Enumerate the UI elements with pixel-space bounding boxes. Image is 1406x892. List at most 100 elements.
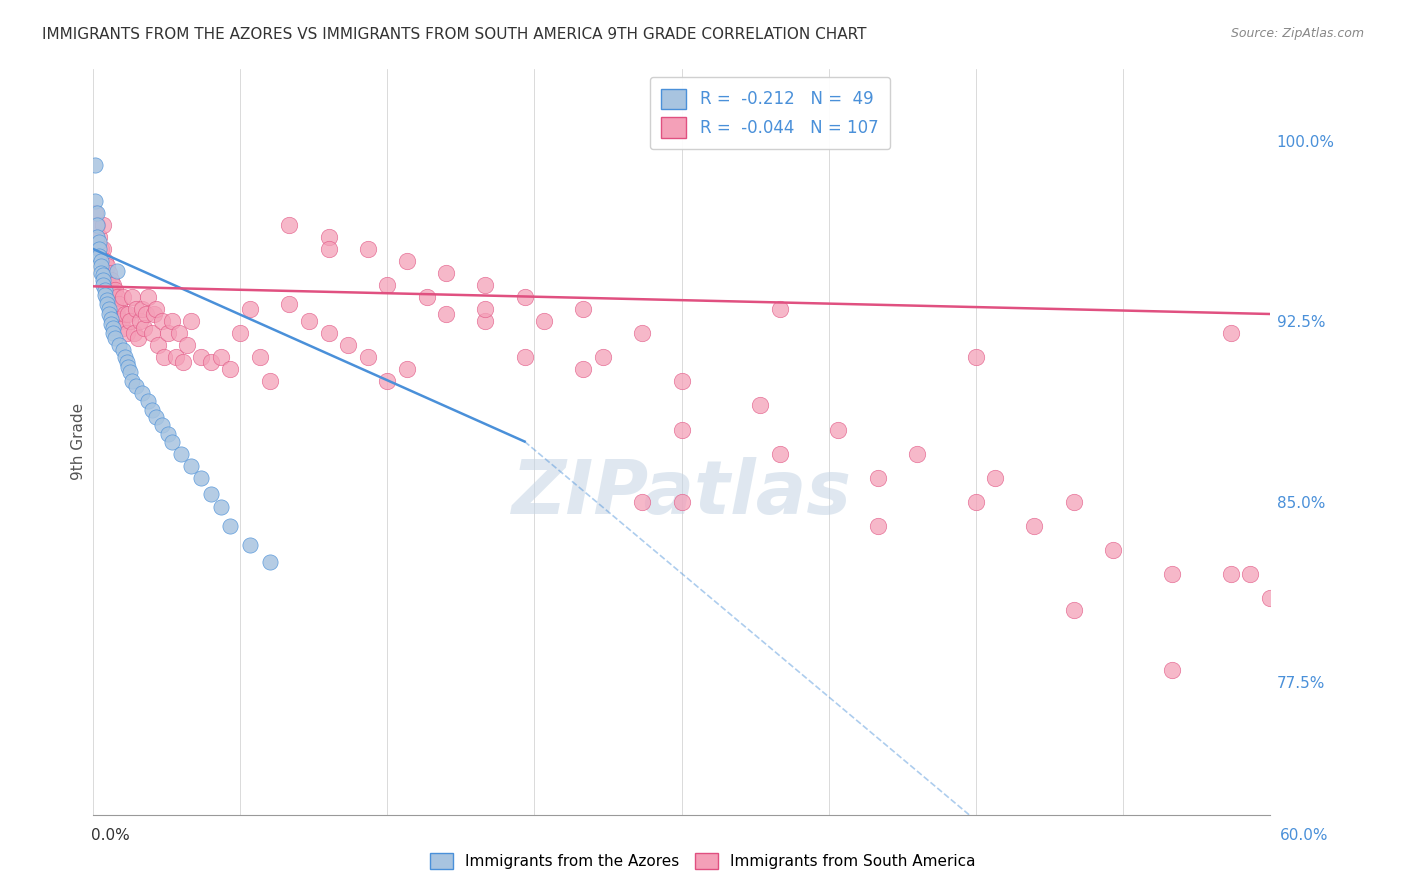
- Point: [395, 362, 418, 376]
- Point: [97, 307, 120, 321]
- Point: [513, 351, 536, 365]
- Point: [97, 266, 120, 280]
- Point: [1063, 494, 1085, 508]
- Point: [160, 434, 183, 449]
- Point: [115, 326, 138, 341]
- Point: [1024, 518, 1046, 533]
- Legend: Immigrants from the Azores, Immigrants from South America: Immigrants from the Azores, Immigrants f…: [425, 847, 981, 875]
- Point: [114, 351, 136, 365]
- Point: [375, 375, 398, 389]
- Point: [136, 290, 159, 304]
- Point: [101, 278, 124, 293]
- Text: 0.0%: 0.0%: [91, 828, 131, 843]
- Point: [141, 326, 163, 341]
- Point: [474, 278, 496, 293]
- Point: [110, 314, 132, 328]
- Point: [131, 386, 153, 401]
- Text: IMMIGRANTS FROM THE AZORES VS IMMIGRANTS FROM SOUTH AMERICA 9TH GRADE CORRELATIO: IMMIGRANTS FROM THE AZORES VS IMMIGRANTS…: [42, 27, 866, 42]
- Point: [748, 399, 770, 413]
- Point: [572, 302, 595, 317]
- Point: [87, 242, 110, 256]
- Point: [671, 423, 693, 437]
- Text: Source: ZipAtlas.com: Source: ZipAtlas.com: [1230, 27, 1364, 40]
- Point: [87, 230, 110, 244]
- Point: [135, 307, 157, 321]
- Point: [107, 338, 129, 352]
- Point: [91, 273, 114, 287]
- Point: [318, 230, 340, 244]
- Point: [150, 314, 173, 328]
- Point: [94, 266, 117, 280]
- Point: [474, 314, 496, 328]
- Point: [209, 500, 232, 514]
- Point: [337, 338, 360, 352]
- Point: [86, 230, 108, 244]
- Point: [125, 302, 148, 317]
- Text: ZIPatlas: ZIPatlas: [512, 458, 852, 530]
- Point: [100, 311, 122, 326]
- Point: [180, 314, 202, 328]
- Point: [91, 278, 114, 293]
- Point: [117, 307, 139, 321]
- Point: [86, 206, 108, 220]
- Y-axis label: 9th Grade: 9th Grade: [72, 403, 86, 480]
- Point: [160, 314, 183, 328]
- Point: [100, 317, 122, 331]
- Point: [90, 254, 112, 268]
- Point: [965, 351, 987, 365]
- Point: [1102, 542, 1125, 557]
- Point: [357, 351, 380, 365]
- Point: [434, 266, 457, 280]
- Point: [87, 249, 110, 263]
- Point: [156, 427, 179, 442]
- Point: [131, 302, 153, 317]
- Point: [671, 494, 693, 508]
- Point: [84, 158, 107, 172]
- Point: [143, 307, 166, 321]
- Point: [249, 351, 271, 365]
- Legend: R =  -0.212   N =  49, R =  -0.044   N = 107: R = -0.212 N = 49, R = -0.044 N = 107: [650, 77, 890, 149]
- Point: [120, 365, 142, 379]
- Point: [513, 290, 536, 304]
- Point: [141, 403, 163, 417]
- Point: [101, 326, 124, 341]
- Point: [1258, 591, 1281, 605]
- Point: [866, 470, 889, 484]
- Point: [124, 326, 146, 341]
- Point: [111, 321, 134, 335]
- Point: [415, 290, 437, 304]
- Point: [146, 338, 169, 352]
- Point: [91, 268, 114, 283]
- Point: [97, 302, 120, 317]
- Point: [278, 297, 301, 311]
- Point: [200, 487, 222, 501]
- Point: [97, 278, 120, 293]
- Point: [209, 351, 232, 365]
- Point: [87, 235, 110, 249]
- Point: [156, 326, 179, 341]
- Point: [105, 263, 128, 277]
- Point: [768, 446, 790, 460]
- Point: [145, 410, 167, 425]
- Point: [91, 242, 114, 256]
- Point: [631, 326, 654, 341]
- Point: [125, 379, 148, 393]
- Point: [259, 555, 281, 569]
- Point: [90, 242, 112, 256]
- Point: [165, 351, 187, 365]
- Point: [1239, 566, 1261, 581]
- Point: [107, 311, 129, 326]
- Point: [84, 194, 107, 208]
- Point: [86, 218, 108, 232]
- Point: [1160, 663, 1182, 677]
- Point: [84, 206, 107, 220]
- Point: [96, 259, 118, 273]
- Point: [190, 470, 212, 484]
- Point: [180, 458, 202, 473]
- Point: [145, 302, 167, 317]
- Point: [219, 362, 242, 376]
- Point: [395, 254, 418, 268]
- Point: [134, 321, 156, 335]
- Point: [474, 302, 496, 317]
- Point: [176, 338, 198, 352]
